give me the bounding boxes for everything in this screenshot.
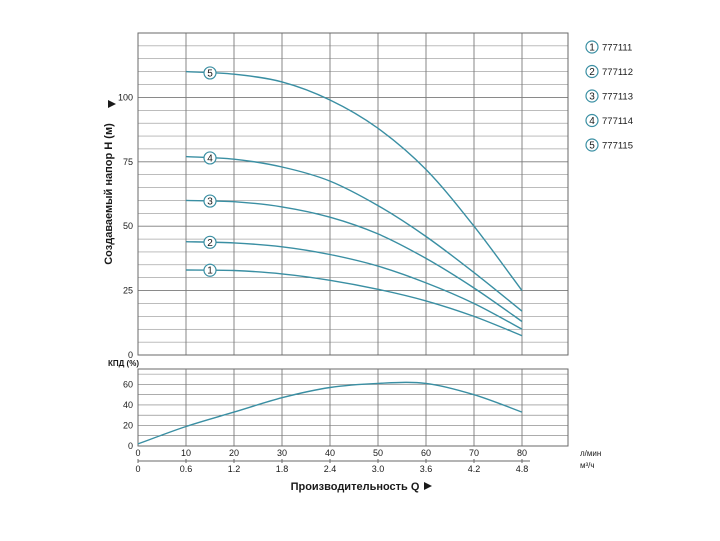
x-tick-label-primary: 60: [421, 448, 431, 458]
head-y-axis-title: Создаваемый напор H (м): [103, 123, 115, 265]
head-y-tick-label: 100: [118, 92, 133, 102]
x-tick-label-primary: 10: [181, 448, 191, 458]
head-curve-777115: [185, 70, 523, 292]
curve-marker-label-5: 5: [207, 68, 213, 79]
curve-marker-label-4: 4: [207, 153, 213, 164]
legend-entry-777112: 777112: [602, 67, 633, 78]
legend-entry-777114: 777114: [602, 116, 633, 127]
curve-marker-circle-3: [203, 194, 217, 208]
legend-entry-777113: 777113: [602, 92, 633, 103]
x-tick-label-primary: 0: [135, 448, 140, 458]
head-chart-frame: [137, 32, 569, 356]
x-tick-label-primary: 20: [229, 448, 239, 458]
eff-chart-frame: [137, 368, 569, 447]
legend-marker-label-4: 4: [589, 116, 595, 127]
legend-marker-1: [585, 40, 599, 54]
curve-marker-circle-5: [203, 66, 217, 80]
x-axis-arrow-icon: [424, 482, 432, 490]
curve-marker-circle-2: [203, 235, 217, 249]
legend-marker-4: [585, 113, 599, 128]
x-tick-label-primary: 40: [325, 448, 335, 458]
curve-marker-label-1: 1: [207, 266, 213, 277]
x-tick-label-secondary: 0.6: [180, 464, 193, 474]
x-tick-label-secondary: 4.8: [516, 464, 529, 474]
x-tick-label-primary: 70: [469, 448, 479, 458]
x-axis-title: Производительность Q: [291, 481, 420, 493]
head-curve-777111: [185, 269, 523, 337]
x-tick-label-secondary: 3.0: [372, 464, 385, 474]
x-tick-label-secondary: 2.4: [324, 464, 337, 474]
curve-marker-label-2: 2: [207, 238, 213, 249]
x-units-primary: л/мин: [580, 449, 601, 458]
eff-y-tick-label: 20: [123, 420, 133, 430]
x-tick-label-secondary: 1.8: [276, 464, 289, 474]
legend-entry-777111: 777111: [602, 43, 632, 54]
eff-y-tick-label: 40: [123, 400, 133, 410]
x-tick-label-secondary: 1.2: [228, 464, 241, 474]
eff-y-tick-label: 0: [128, 441, 133, 451]
head-y-tick-label: 0: [128, 350, 133, 360]
legend-marker-2: [585, 64, 599, 79]
head-curve-777112: [185, 241, 523, 330]
legend-marker-label-1: 1: [589, 43, 595, 54]
x-tick-label-secondary: 3.6: [420, 464, 433, 474]
legend-marker-label-3: 3: [589, 92, 595, 103]
curve-marker-circle-1: [203, 263, 217, 277]
head-y-axis-arrow-icon: [108, 100, 116, 108]
head-curve-777114: [185, 155, 523, 312]
efficiency-curve: [137, 381, 523, 445]
curve-marker-label-3: 3: [207, 197, 213, 208]
head-curve-777113: [185, 199, 523, 323]
head-y-tick-label: 50: [123, 221, 133, 231]
legend-marker-label-2: 2: [589, 67, 595, 78]
legend-marker-5: [585, 138, 599, 152]
head-y-tick-label: 75: [123, 157, 133, 167]
eff-y-axis-title: КПД (%): [108, 359, 139, 368]
x-tick-label-primary: 80: [517, 448, 527, 458]
curve-marker-circle-4: [203, 151, 217, 165]
x-tick-label-secondary: 0: [135, 464, 140, 474]
x-tick-label-primary: 30: [277, 448, 287, 458]
x-units-secondary: м³/ч: [580, 461, 595, 470]
x-tick-label-secondary: 4.2: [468, 464, 481, 474]
x-tick-label-primary: 50: [373, 448, 383, 458]
legend-entry-777115: 777115: [602, 141, 633, 152]
legend-marker-label-5: 5: [589, 141, 595, 152]
legend-marker-3: [585, 89, 599, 103]
eff-y-tick-label: 60: [123, 379, 133, 389]
head-y-tick-label: 25: [123, 286, 133, 296]
